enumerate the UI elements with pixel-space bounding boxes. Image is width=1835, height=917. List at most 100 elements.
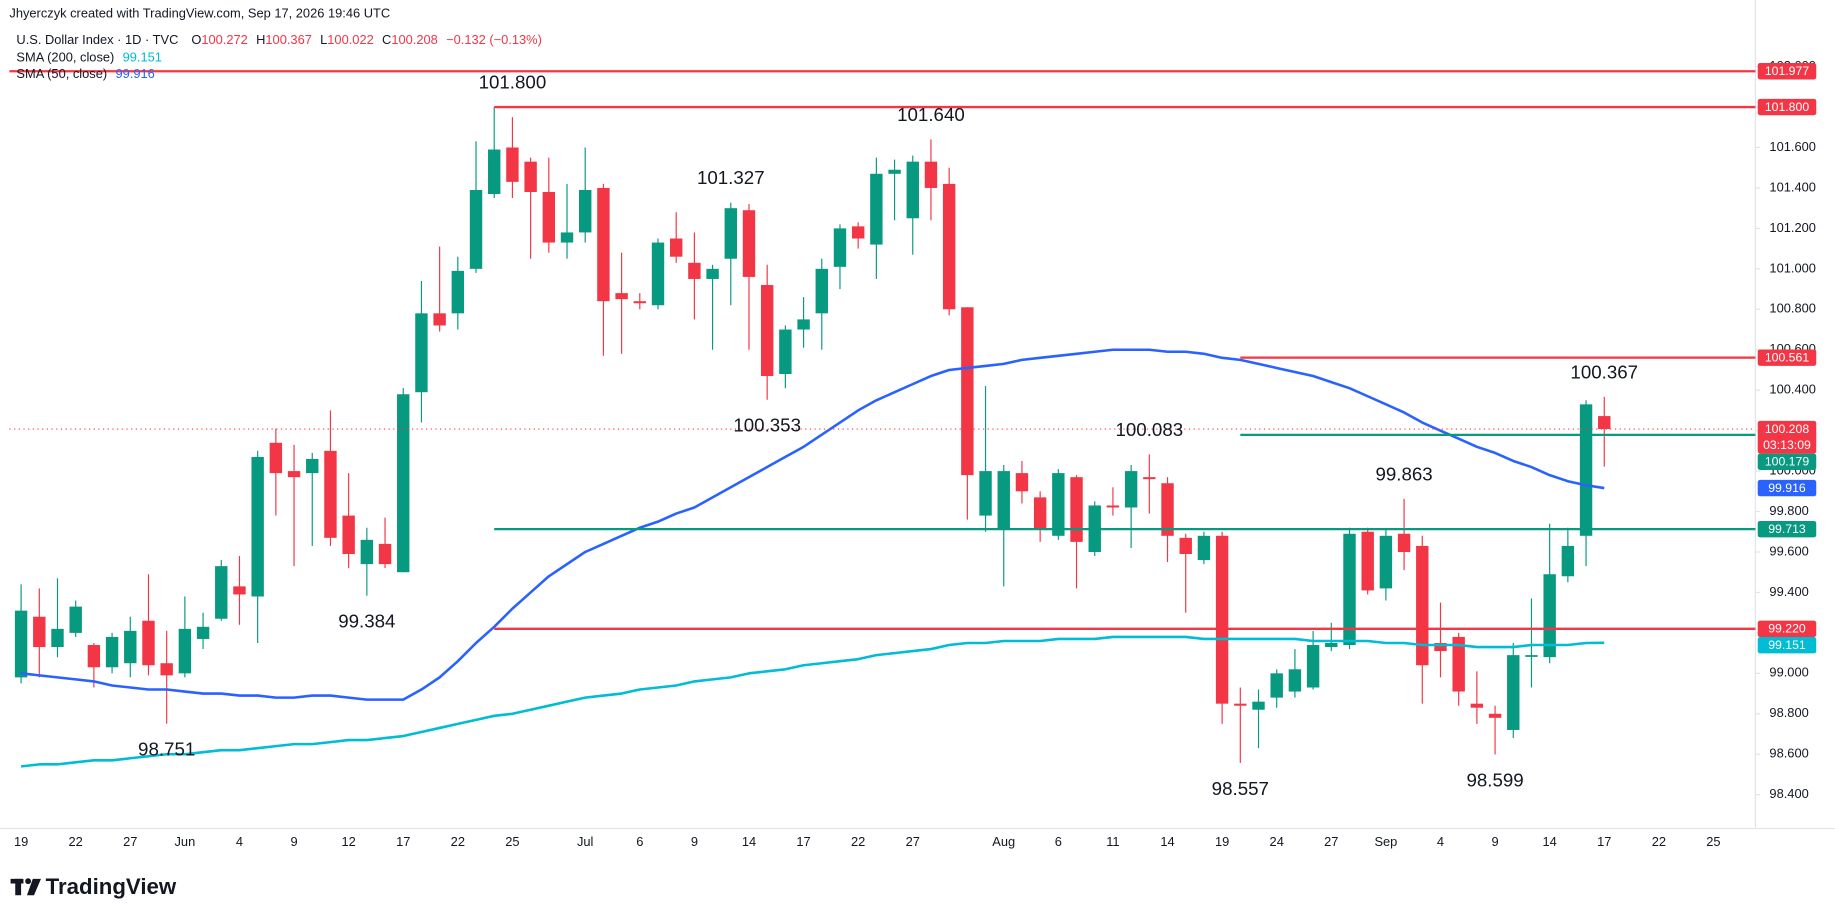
candle-body xyxy=(1434,642,1447,652)
price-badge-label: 99.713 xyxy=(1768,522,1806,536)
x-tick-label: 25 xyxy=(1706,834,1720,849)
price-badge-label: 99.151 xyxy=(1768,638,1806,652)
candle-body xyxy=(651,242,665,306)
candle-body xyxy=(924,161,938,188)
logo-dot xyxy=(25,878,32,885)
candle-body xyxy=(979,471,992,516)
x-tick-label: 24 xyxy=(1270,834,1284,849)
price-badge-label: 03:13:09 xyxy=(1763,438,1811,452)
ohlc-label: O xyxy=(191,32,201,47)
candle-body xyxy=(815,268,828,314)
candle-body xyxy=(1379,535,1393,589)
price-annotation: 98.557 xyxy=(1212,778,1269,799)
candle-body xyxy=(488,149,501,195)
candle-body xyxy=(306,458,319,474)
candle-body xyxy=(615,293,628,300)
candle-body xyxy=(706,268,719,279)
candle-body xyxy=(669,238,683,257)
price-annotation: 98.751 xyxy=(138,739,195,760)
x-tick-label: 12 xyxy=(341,834,355,849)
x-tick-label: 27 xyxy=(123,834,137,849)
candle-body xyxy=(797,319,810,330)
price-annotation: 100.083 xyxy=(1115,419,1183,440)
candle-body xyxy=(1561,545,1575,577)
candle-body xyxy=(542,191,556,243)
price-badge-label: 99.220 xyxy=(1768,622,1806,636)
candle-body xyxy=(1343,533,1356,646)
candle-body xyxy=(142,620,155,666)
ohlc-label: L xyxy=(320,32,327,47)
candle-body xyxy=(397,394,410,573)
price-annotation: 99.863 xyxy=(1375,463,1432,484)
candle-body xyxy=(1070,477,1083,542)
x-tick-label: 11 xyxy=(1106,834,1119,849)
change: −0.132 (−0.13%) xyxy=(446,32,542,47)
plot-area: 101.800 101.640 101.327 100.353 99.384 98.751… xyxy=(9,70,1756,799)
y-tick-label: 101.000 xyxy=(1769,260,1815,275)
ohlc-value: 100.208 xyxy=(391,32,437,47)
candle-body xyxy=(251,456,264,597)
axes: 98.40098.60098.80099.00099.20099.40099.6… xyxy=(14,58,1816,849)
candle-body xyxy=(1033,497,1047,530)
x-tick-label: Sep xyxy=(1374,834,1397,849)
x-tick-label: 22 xyxy=(1652,834,1666,849)
candle-body xyxy=(688,262,701,279)
sma-line xyxy=(20,635,1605,768)
candle-body xyxy=(451,270,465,314)
candle-body xyxy=(1179,537,1192,555)
candle-body xyxy=(1416,545,1429,666)
candle-body xyxy=(1579,404,1593,536)
candle-body xyxy=(433,313,446,326)
candle-body xyxy=(360,539,374,565)
x-tick-label: 9 xyxy=(1491,834,1498,849)
price-badges: 101.977 101.800 100.561 100.179 99.713 99.220… xyxy=(1757,63,1817,654)
candle-body xyxy=(906,161,919,219)
price-badge xyxy=(1757,453,1817,470)
candle-body xyxy=(324,450,337,538)
y-tick-label: 99.800 xyxy=(1769,503,1808,518)
candle-body xyxy=(524,161,537,192)
candle-body xyxy=(1325,642,1338,648)
y-tick-label: 99.400 xyxy=(1769,584,1808,599)
x-tick-label: 6 xyxy=(1055,834,1062,849)
y-tick-label: 100.800 xyxy=(1769,301,1815,316)
ohlc-label: H xyxy=(256,32,265,47)
price-badge xyxy=(1757,620,1817,638)
candle-body xyxy=(633,301,647,304)
symbol: U.S. Dollar Index · 1D · TVC xyxy=(16,32,178,47)
candle-body xyxy=(1306,645,1320,688)
x-tick-label: 9 xyxy=(691,834,698,849)
price-badge-label: 100.561 xyxy=(1765,350,1810,364)
x-tick-label: Aug xyxy=(992,834,1015,849)
candle-body xyxy=(1397,533,1411,552)
x-tick-label: 22 xyxy=(451,834,465,849)
candle-body xyxy=(961,307,974,476)
x-tick-label: 4 xyxy=(1437,834,1444,849)
x-tick-label: 17 xyxy=(1597,834,1611,849)
sma-legend: SMA (50, close) 99.916 xyxy=(16,66,154,81)
sma-line xyxy=(20,348,1605,701)
x-tick-label: 27 xyxy=(906,834,920,849)
candle-body xyxy=(14,610,28,678)
candle-body xyxy=(105,636,119,668)
candle-body xyxy=(760,285,774,377)
credit: Jhyerczyk created with TradingView.com, … xyxy=(9,5,390,20)
candle-body xyxy=(33,616,46,648)
candle-body xyxy=(178,628,192,674)
y-tick-label: 98.400 xyxy=(1769,786,1808,801)
legend-name: SMA (50, close) xyxy=(16,66,107,81)
price-badge xyxy=(1757,349,1817,366)
candle-body xyxy=(1197,535,1211,561)
x-tick-label: 25 xyxy=(505,834,519,849)
candle-body xyxy=(1288,669,1302,692)
candle-body xyxy=(69,606,82,633)
candle-body xyxy=(833,228,847,267)
candle-body xyxy=(779,329,792,375)
ohlc-label: C xyxy=(382,32,391,47)
candle-body xyxy=(1507,655,1520,730)
price-badge-label: 99.916 xyxy=(1768,481,1806,495)
x-tick-label: 14 xyxy=(1160,834,1174,849)
x-tick-label: 9 xyxy=(290,834,297,849)
price-badge xyxy=(1757,479,1817,497)
candle-body xyxy=(160,663,173,676)
